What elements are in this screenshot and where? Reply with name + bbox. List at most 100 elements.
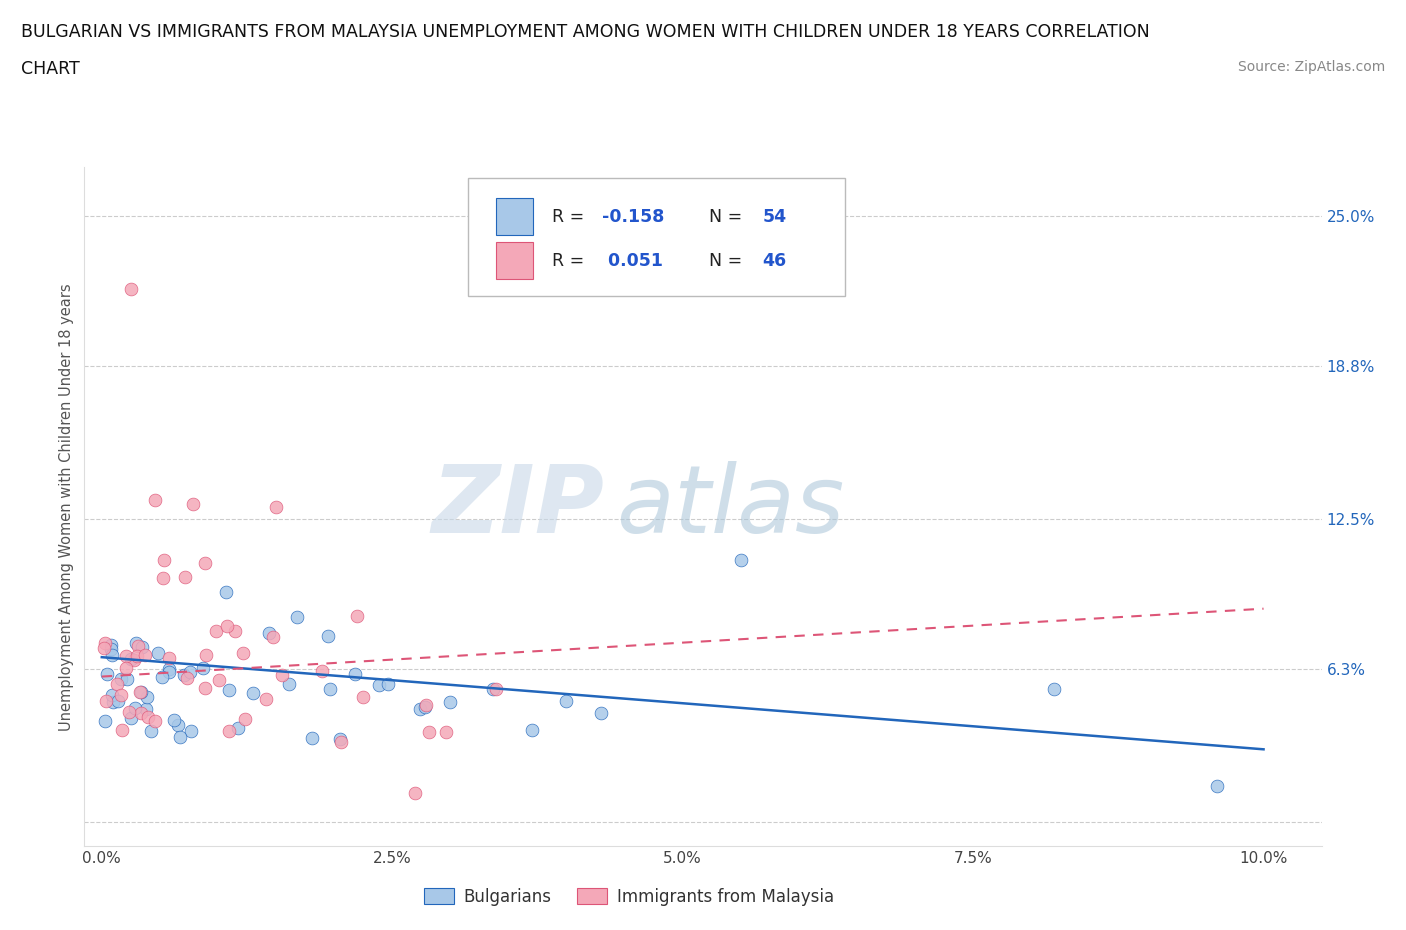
- Point: [264, 499, 287, 514]
- Point: [128, 684, 150, 699]
- Point: [101, 647, 124, 662]
- Point: [415, 698, 437, 712]
- Point: [127, 639, 149, 654]
- Point: [100, 642, 122, 657]
- Point: [167, 718, 190, 733]
- Point: [591, 706, 613, 721]
- FancyBboxPatch shape: [468, 178, 845, 297]
- Point: [173, 668, 195, 683]
- Point: [94, 636, 117, 651]
- Point: [404, 786, 426, 801]
- Point: [218, 724, 240, 738]
- Point: [262, 630, 284, 644]
- Point: [520, 723, 543, 737]
- Point: [94, 714, 117, 729]
- Text: 54: 54: [762, 207, 786, 226]
- Point: [176, 671, 198, 685]
- Point: [115, 660, 138, 675]
- Text: BULGARIAN VS IMMIGRANTS FROM MALAYSIA UNEMPLOYMENT AMONG WOMEN WITH CHILDREN UND: BULGARIAN VS IMMIGRANTS FROM MALAYSIA UN…: [21, 23, 1150, 41]
- Text: R =: R =: [553, 207, 589, 226]
- Text: 0.051: 0.051: [602, 252, 662, 270]
- Text: N =: N =: [697, 252, 748, 270]
- Point: [152, 552, 174, 567]
- Point: [191, 660, 214, 675]
- Point: [146, 646, 169, 661]
- Point: [352, 689, 374, 704]
- Point: [179, 664, 201, 679]
- Point: [418, 724, 440, 739]
- Point: [194, 681, 217, 696]
- Text: Source: ZipAtlas.com: Source: ZipAtlas.com: [1237, 60, 1385, 74]
- Point: [311, 663, 333, 678]
- Point: [257, 626, 280, 641]
- Point: [218, 683, 240, 698]
- Point: [214, 585, 236, 600]
- Point: [114, 649, 136, 664]
- FancyBboxPatch shape: [496, 198, 533, 235]
- Point: [117, 671, 139, 686]
- Point: [224, 624, 246, 639]
- Point: [157, 650, 180, 665]
- Point: [301, 730, 323, 745]
- Text: -0.158: -0.158: [602, 207, 664, 226]
- Point: [101, 687, 124, 702]
- Point: [150, 670, 173, 684]
- Point: [287, 609, 309, 624]
- Point: [254, 692, 277, 707]
- Point: [96, 693, 118, 708]
- Text: 46: 46: [762, 252, 786, 270]
- Point: [110, 671, 132, 686]
- Point: [125, 635, 148, 650]
- Point: [226, 721, 249, 736]
- Point: [316, 629, 339, 644]
- Point: [181, 497, 204, 512]
- Point: [232, 645, 254, 660]
- Point: [377, 676, 399, 691]
- Text: N =: N =: [697, 207, 748, 226]
- FancyBboxPatch shape: [496, 242, 533, 279]
- Point: [157, 661, 180, 676]
- Point: [277, 677, 299, 692]
- Point: [107, 694, 129, 709]
- Point: [434, 724, 457, 739]
- Point: [120, 711, 142, 725]
- Point: [163, 713, 186, 728]
- Point: [105, 676, 128, 691]
- Point: [103, 695, 125, 710]
- Point: [319, 682, 342, 697]
- Point: [194, 647, 217, 662]
- Point: [152, 571, 174, 586]
- Point: [413, 700, 436, 715]
- Point: [439, 694, 461, 709]
- Y-axis label: Unemployment Among Women with Children Under 18 years: Unemployment Among Women with Children U…: [59, 283, 75, 731]
- Point: [1206, 778, 1229, 793]
- Point: [120, 281, 142, 296]
- Point: [120, 652, 142, 667]
- Point: [118, 704, 141, 719]
- Point: [125, 648, 148, 663]
- Text: atlas: atlas: [616, 461, 845, 552]
- Point: [205, 623, 228, 638]
- Point: [134, 647, 156, 662]
- Point: [344, 667, 367, 682]
- Point: [122, 652, 145, 667]
- Point: [481, 682, 503, 697]
- Point: [208, 672, 231, 687]
- Point: [330, 734, 353, 749]
- Point: [129, 705, 152, 720]
- Point: [136, 690, 159, 705]
- Point: [93, 641, 115, 656]
- Point: [124, 701, 146, 716]
- Text: CHART: CHART: [21, 60, 80, 78]
- Point: [271, 667, 294, 682]
- Point: [180, 724, 202, 738]
- Point: [730, 552, 752, 567]
- Point: [143, 493, 166, 508]
- Text: ZIP: ZIP: [432, 461, 605, 552]
- Point: [485, 682, 508, 697]
- Point: [136, 710, 159, 724]
- Point: [131, 640, 153, 655]
- Legend: Bulgarians, Immigrants from Malaysia: Bulgarians, Immigrants from Malaysia: [418, 882, 841, 912]
- Text: R =: R =: [553, 252, 589, 270]
- Point: [129, 684, 152, 699]
